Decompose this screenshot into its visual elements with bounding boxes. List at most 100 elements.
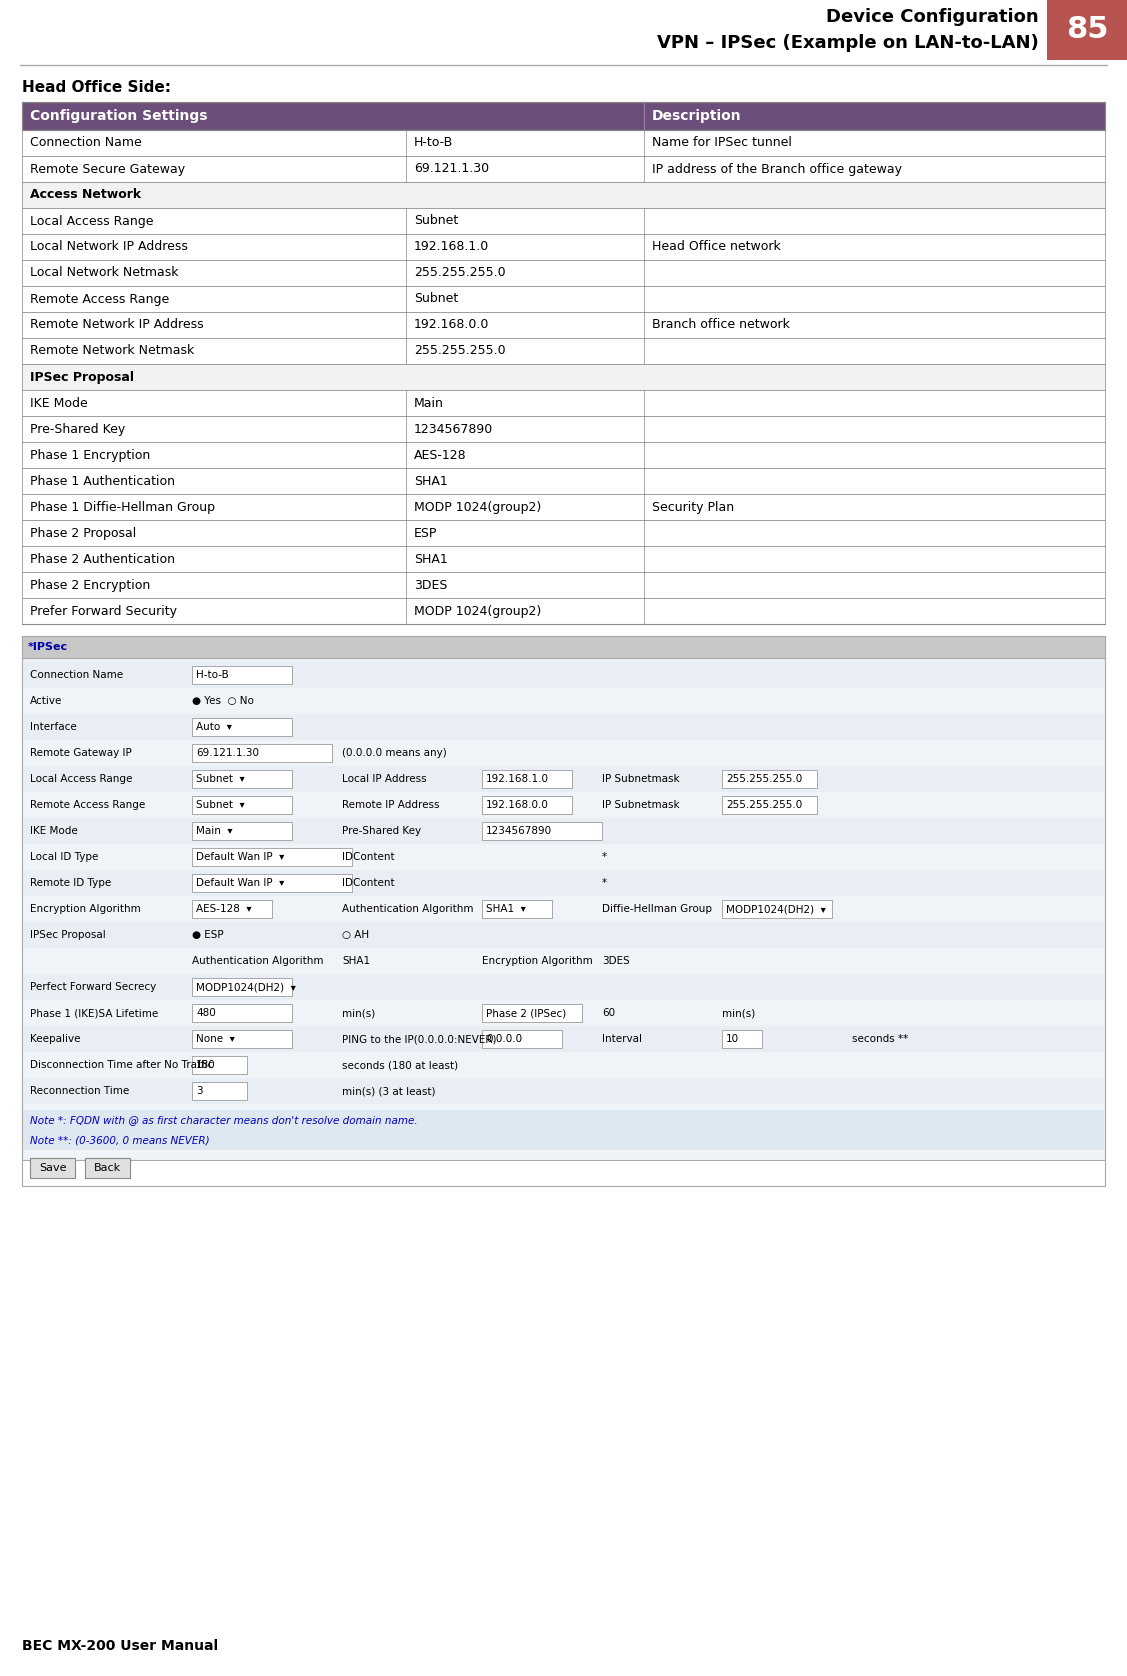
Text: seconds (180 at least): seconds (180 at least) bbox=[341, 1059, 458, 1069]
Text: Default Wan IP  ▾: Default Wan IP ▾ bbox=[196, 878, 284, 888]
Text: Encryption Algorithm: Encryption Algorithm bbox=[30, 903, 141, 913]
Text: AES-128  ▾: AES-128 ▾ bbox=[196, 903, 251, 913]
Bar bbox=[23, 312, 1104, 339]
Text: Reconnection Time: Reconnection Time bbox=[30, 1086, 130, 1096]
Text: SHA1: SHA1 bbox=[341, 955, 370, 965]
Bar bbox=[23, 494, 1104, 520]
Text: IP address of the Branch office gateway: IP address of the Branch office gateway bbox=[653, 163, 902, 176]
Text: Head Office network: Head Office network bbox=[653, 240, 781, 253]
Text: BEC MX-200 User Manual: BEC MX-200 User Manual bbox=[23, 1639, 219, 1653]
Text: Remote ID Type: Remote ID Type bbox=[30, 878, 112, 888]
Bar bbox=[192, 979, 292, 996]
Text: 3DES: 3DES bbox=[602, 955, 630, 965]
Bar bbox=[192, 900, 272, 918]
Bar bbox=[23, 102, 1104, 131]
Text: 0.0.0.0: 0.0.0.0 bbox=[486, 1034, 522, 1044]
Text: *: * bbox=[602, 878, 607, 888]
Bar bbox=[192, 873, 352, 892]
Bar bbox=[23, 766, 1104, 793]
Bar bbox=[482, 900, 552, 918]
Text: 85: 85 bbox=[1066, 15, 1108, 45]
Text: Phase 2 (IPSec): Phase 2 (IPSec) bbox=[486, 1007, 566, 1017]
Bar bbox=[23, 659, 1104, 1160]
Bar bbox=[482, 821, 602, 840]
Bar bbox=[23, 689, 1104, 714]
Text: Phase 2 Authentication: Phase 2 Authentication bbox=[30, 553, 175, 565]
Text: Active: Active bbox=[30, 696, 62, 706]
Text: IDContent: IDContent bbox=[341, 878, 394, 888]
Text: Name for IPSec tunnel: Name for IPSec tunnel bbox=[653, 136, 792, 149]
Bar bbox=[23, 102, 1104, 131]
Bar bbox=[23, 1110, 1104, 1130]
Bar bbox=[23, 922, 1104, 949]
Text: Note *: FQDN with @ as first character means don't resolve domain name.: Note *: FQDN with @ as first character m… bbox=[30, 1115, 418, 1125]
Bar bbox=[482, 796, 573, 815]
Bar bbox=[23, 416, 1104, 442]
Bar bbox=[23, 546, 1104, 572]
Text: Pre-Shared Key: Pre-Shared Key bbox=[30, 422, 125, 436]
Bar bbox=[192, 1031, 292, 1048]
Text: Device Configuration: Device Configuration bbox=[826, 8, 1039, 25]
Text: 60: 60 bbox=[602, 1007, 615, 1017]
Bar bbox=[85, 1158, 130, 1178]
Bar bbox=[23, 131, 1104, 156]
Bar bbox=[23, 156, 1104, 183]
Bar bbox=[482, 769, 573, 788]
Bar bbox=[722, 796, 817, 815]
Bar bbox=[23, 468, 1104, 494]
Text: Configuration Settings: Configuration Settings bbox=[30, 109, 207, 122]
Bar bbox=[23, 635, 1104, 659]
Text: Remote Access Range: Remote Access Range bbox=[30, 799, 145, 810]
Text: H-to-B: H-to-B bbox=[414, 136, 453, 149]
Text: VPN – IPSec (Example on LAN-to-LAN): VPN – IPSec (Example on LAN-to-LAN) bbox=[657, 34, 1039, 52]
Text: IP Subnetmask: IP Subnetmask bbox=[602, 799, 680, 810]
Text: Note **: (0-3600, 0 means NEVER): Note **: (0-3600, 0 means NEVER) bbox=[30, 1135, 210, 1145]
Text: Back: Back bbox=[94, 1163, 121, 1173]
Text: 69.121.1.30: 69.121.1.30 bbox=[196, 747, 259, 758]
Bar bbox=[1047, 0, 1127, 60]
Text: IDContent: IDContent bbox=[341, 851, 394, 861]
Bar bbox=[192, 717, 292, 736]
Bar bbox=[23, 870, 1104, 897]
Text: Subnet: Subnet bbox=[414, 215, 459, 228]
Text: Subnet: Subnet bbox=[414, 293, 459, 305]
Text: 255.255.255.0: 255.255.255.0 bbox=[414, 345, 506, 357]
Text: 1234567890: 1234567890 bbox=[414, 422, 494, 436]
Text: Diffie-Hellman Group: Diffie-Hellman Group bbox=[602, 903, 712, 913]
Text: Auto  ▾: Auto ▾ bbox=[196, 722, 232, 732]
Bar bbox=[192, 1083, 247, 1099]
Text: MODP1024(DH2)  ▾: MODP1024(DH2) ▾ bbox=[726, 903, 826, 913]
Text: Interval: Interval bbox=[602, 1034, 642, 1044]
Text: min(s) (3 at least): min(s) (3 at least) bbox=[341, 1086, 435, 1096]
Text: 255.255.255.0: 255.255.255.0 bbox=[726, 774, 802, 784]
Text: AES-128: AES-128 bbox=[414, 449, 467, 461]
Bar bbox=[23, 1001, 1104, 1026]
Bar bbox=[23, 818, 1104, 845]
Text: IPSec Proposal: IPSec Proposal bbox=[30, 370, 134, 384]
Text: 255.255.255.0: 255.255.255.0 bbox=[414, 266, 506, 280]
Text: 192.168.0.0: 192.168.0.0 bbox=[486, 799, 549, 810]
Bar bbox=[23, 845, 1104, 870]
Bar bbox=[23, 974, 1104, 1001]
Text: H-to-B: H-to-B bbox=[196, 670, 229, 680]
Text: Local IP Address: Local IP Address bbox=[341, 774, 427, 784]
Text: Save: Save bbox=[38, 1163, 66, 1173]
Text: Connection Name: Connection Name bbox=[30, 670, 123, 680]
Text: MODP 1024(group2): MODP 1024(group2) bbox=[414, 501, 541, 513]
Bar bbox=[23, 183, 1104, 208]
Text: ● ESP: ● ESP bbox=[192, 930, 223, 940]
Text: Remote Network Netmask: Remote Network Netmask bbox=[30, 345, 194, 357]
Text: IKE Mode: IKE Mode bbox=[30, 826, 78, 836]
Text: Access Network: Access Network bbox=[30, 188, 141, 201]
Text: Remote Network IP Address: Remote Network IP Address bbox=[30, 318, 204, 332]
Text: 3DES: 3DES bbox=[414, 578, 447, 592]
Text: Head Office Side:: Head Office Side: bbox=[23, 80, 171, 96]
Bar bbox=[23, 572, 1104, 598]
Text: Disconnection Time after No Traffic: Disconnection Time after No Traffic bbox=[30, 1059, 213, 1069]
Text: 480: 480 bbox=[196, 1007, 215, 1017]
Bar bbox=[23, 1078, 1104, 1104]
Text: 192.168.1.0: 192.168.1.0 bbox=[486, 774, 549, 784]
Text: SHA1  ▾: SHA1 ▾ bbox=[486, 903, 526, 913]
Text: None  ▾: None ▾ bbox=[196, 1034, 234, 1044]
Text: Prefer Forward Security: Prefer Forward Security bbox=[30, 605, 177, 617]
